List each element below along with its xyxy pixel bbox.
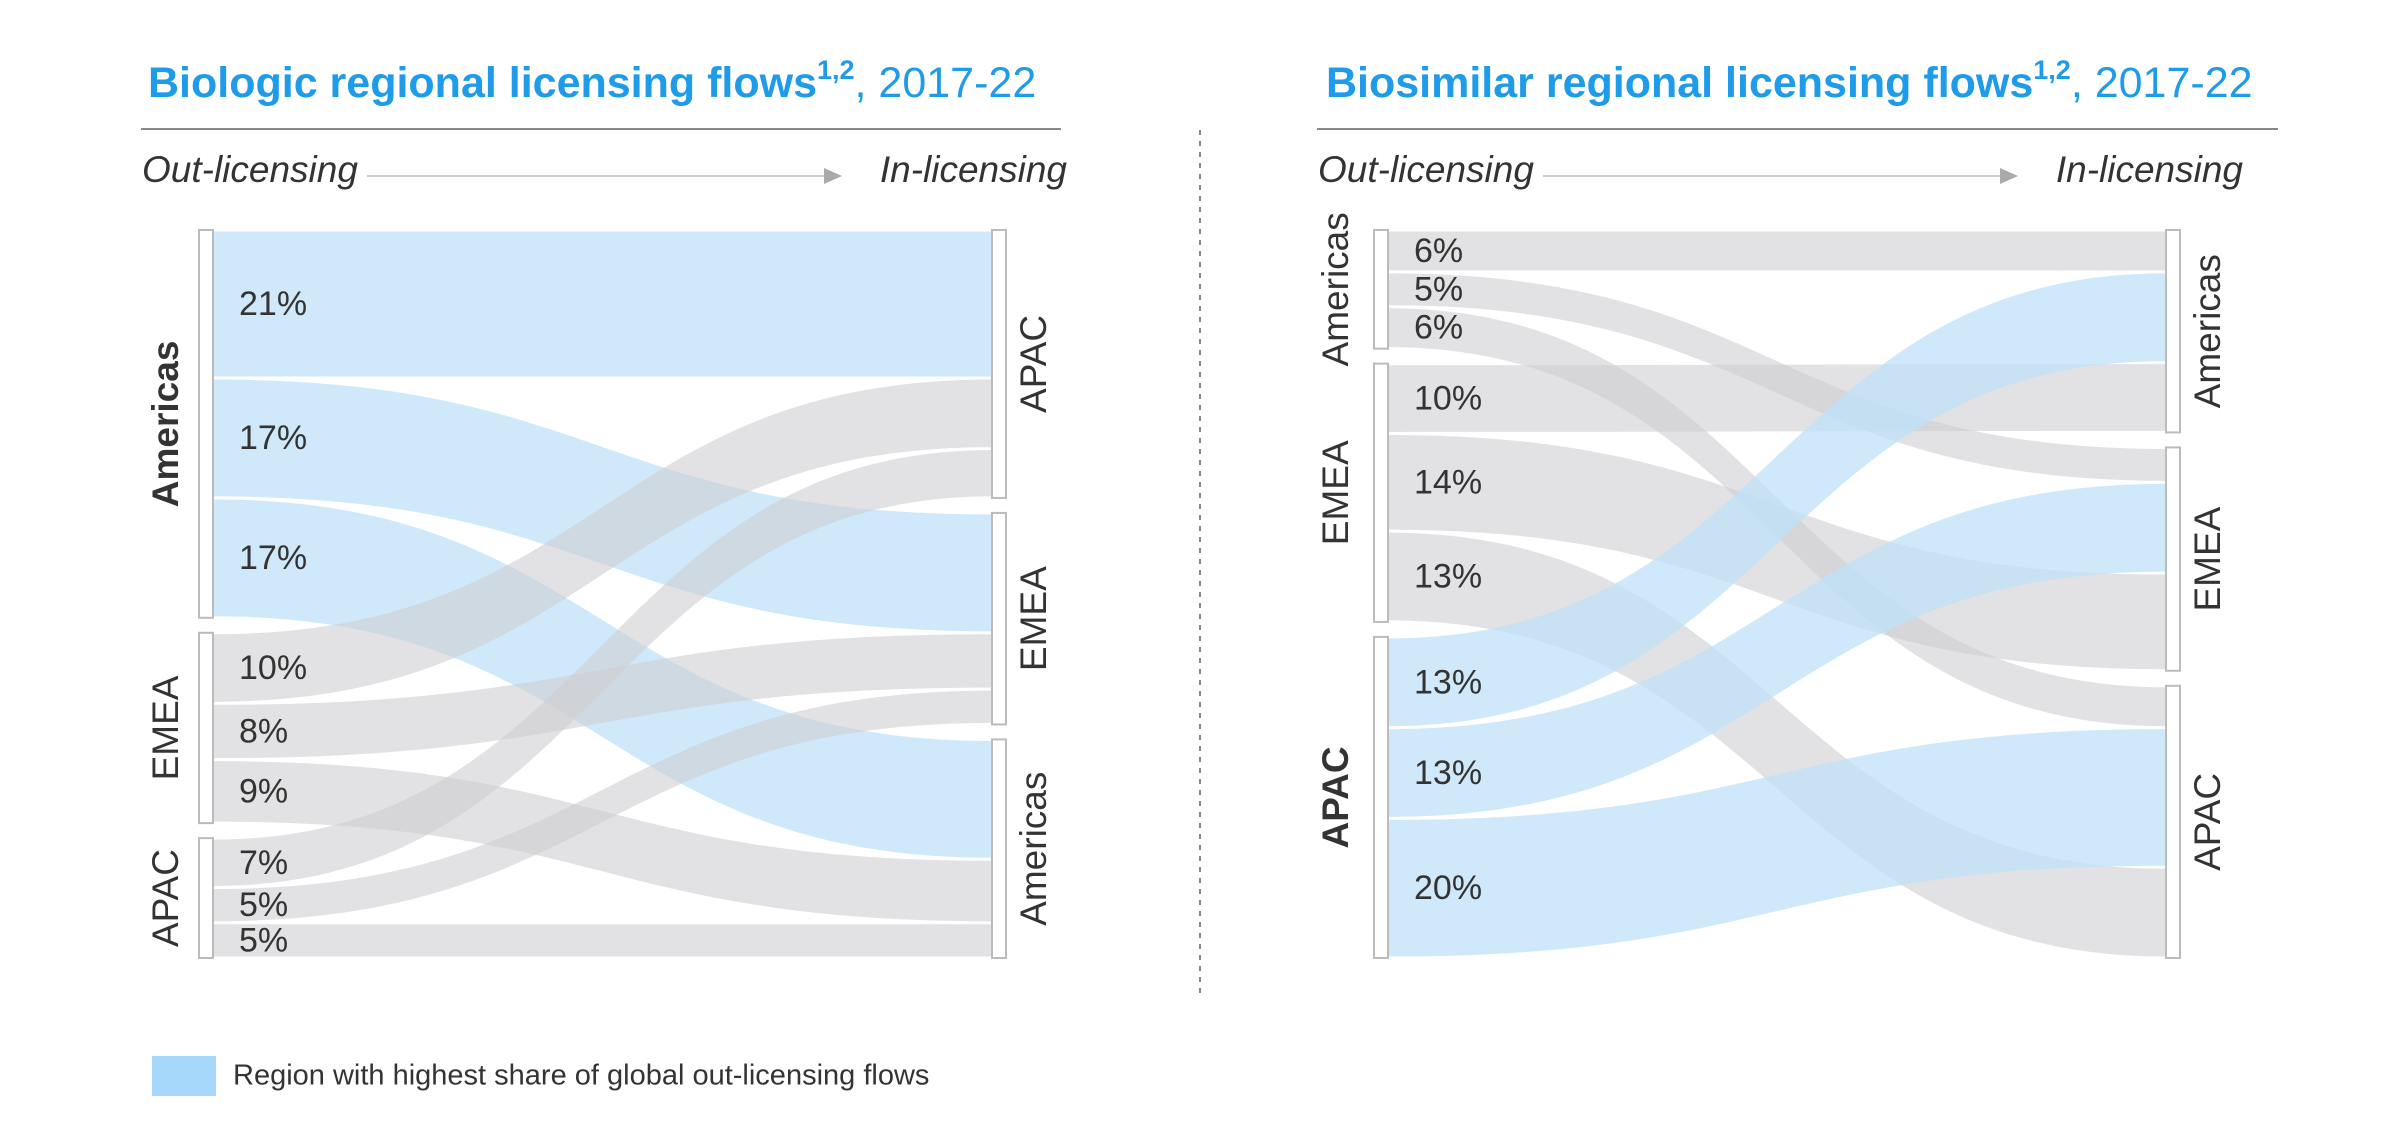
title-superscript: 1,2 [817, 55, 855, 85]
title-superscript: 1,2 [2033, 55, 2071, 85]
flow-label: 20% [1414, 869, 1482, 907]
flow-label: 13% [1414, 754, 1482, 792]
source-label: Americas [1315, 212, 1356, 366]
title-period: , 2017-22 [855, 59, 1037, 107]
chart-title: Biosimilar regional licensing flows1,2, … [1326, 55, 2253, 107]
flow-label: 21% [239, 285, 307, 323]
target-node [991, 229, 1007, 499]
target-node [2165, 684, 2181, 960]
flow-label: 8% [239, 712, 288, 750]
flow-band [213, 231, 992, 377]
flow-band [1388, 483, 2166, 817]
source-node [198, 837, 214, 960]
target-label: Americas [2187, 254, 2228, 408]
target-label: Americas [1013, 772, 1054, 926]
source-label: APAC [145, 849, 186, 947]
target-node [2165, 229, 2181, 434]
flow-label: 13% [1414, 558, 1482, 596]
flow-label: 17% [239, 539, 307, 577]
flow-band [1388, 434, 2166, 670]
target-node [991, 511, 1007, 726]
start-label: Out-licensing [1318, 149, 1534, 190]
flow-label: 6% [1414, 232, 1463, 270]
flow-band [213, 379, 992, 632]
flow-label: 10% [1414, 380, 1482, 418]
source-label: APAC [1315, 746, 1356, 848]
source-node [1373, 635, 1389, 959]
flow-label: 13% [1414, 663, 1482, 701]
legend-label: Region with highest share of global out-… [233, 1060, 929, 1092]
title-period: , 2017-22 [2071, 59, 2253, 107]
target-node [2165, 446, 2181, 672]
source-node [198, 631, 214, 825]
flow-label: 17% [239, 419, 307, 457]
source-node [1373, 362, 1389, 623]
source-label: EMEA [1315, 440, 1356, 545]
chart-title: Biologic regional licensing flows1,2, 20… [148, 55, 1036, 107]
target-label: EMEA [2187, 506, 2228, 611]
title-main: Biosimilar regional licensing flows [1326, 59, 2033, 107]
flow-label: 10% [239, 649, 307, 687]
flow-label: 7% [239, 844, 288, 882]
target-label: EMEA [1013, 566, 1054, 671]
flow-band [1388, 729, 2166, 957]
flow-band [213, 634, 992, 759]
flow-band [213, 379, 992, 702]
flow-label: 14% [1414, 463, 1482, 501]
flow-band [213, 690, 992, 922]
target-label: APAC [2187, 773, 2228, 871]
end-label: In-licensing [2056, 149, 2244, 190]
flow-label: 5% [1414, 270, 1463, 308]
flow-band [213, 924, 992, 957]
source-node [1373, 229, 1389, 350]
source-label: EMEA [145, 675, 186, 780]
source-label: Americas [145, 341, 186, 508]
flow-band [1388, 364, 2166, 432]
start-label: Out-licensing [142, 149, 358, 190]
flow-band [213, 450, 992, 886]
flow-label: 5% [239, 921, 288, 959]
flow-label: 6% [1414, 309, 1463, 347]
target-label: APAC [1013, 315, 1054, 413]
arrow-head [2000, 168, 2018, 184]
flow-label: 9% [239, 772, 288, 810]
flow-label: 5% [239, 886, 288, 924]
end-label: In-licensing [880, 149, 1068, 190]
flow-band [1388, 273, 2166, 727]
title-main: Biologic regional licensing flows [148, 59, 817, 107]
arrow-head [824, 168, 842, 184]
flow-band [1388, 231, 2166, 271]
legend-swatch [152, 1056, 216, 1096]
source-node [198, 229, 214, 619]
target-node [991, 738, 1007, 959]
